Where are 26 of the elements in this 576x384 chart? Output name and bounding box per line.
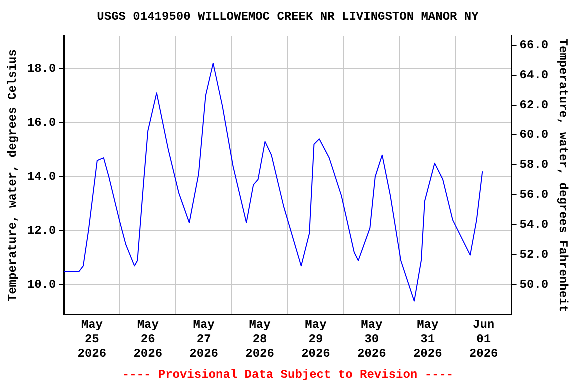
y-tick-label: 16.0 (27, 116, 56, 130)
x-tick-label: May 29 2026 (302, 318, 330, 361)
chart-title: USGS 01419500 WILLOWEMOC CREEK NR LIVINGSTON MANOR NY (97, 10, 480, 24)
y-tick-label: 18.0 (27, 62, 56, 76)
y-tick-label: 10.0 (27, 278, 56, 292)
x-tick-label: May 28 2026 (246, 318, 274, 361)
y-axis-title: Temperature, water, degrees Celsius (6, 50, 20, 302)
x-tick-label: May 30 2026 (358, 318, 386, 361)
y2-tick-label: 52.0 (520, 248, 549, 262)
text: ---- Provisional Data Subject to Revision ---- (122, 368, 454, 382)
x-tick-label: May 27 2026 (190, 318, 218, 361)
y-tick-label: 14.0 (27, 170, 56, 184)
y2-axis-title: Temperature, water, degrees Fahrenheit (556, 38, 570, 312)
y-tick-label: 12.0 (27, 224, 56, 238)
y2-tick-label: 66.0 (520, 38, 549, 52)
y2-tick-label: 62.0 (520, 98, 549, 112)
x-tick-label: May 25 2026 (78, 318, 107, 361)
x-tick-label: May 26 2026 (134, 318, 163, 361)
y2-tick-label: 58.0 (520, 158, 549, 172)
x-tick-label: May 31 2026 (413, 318, 442, 361)
y2-tick-label: 56.0 (520, 188, 549, 202)
y2-tick-label: 50.0 (520, 278, 549, 292)
x-tick-label: Jun 01 2026 (469, 318, 498, 361)
y2-tick-label: 54.0 (520, 218, 549, 232)
y2-tick-label: 64.0 (520, 68, 549, 82)
y2-tick-label: 60.0 (520, 128, 549, 142)
